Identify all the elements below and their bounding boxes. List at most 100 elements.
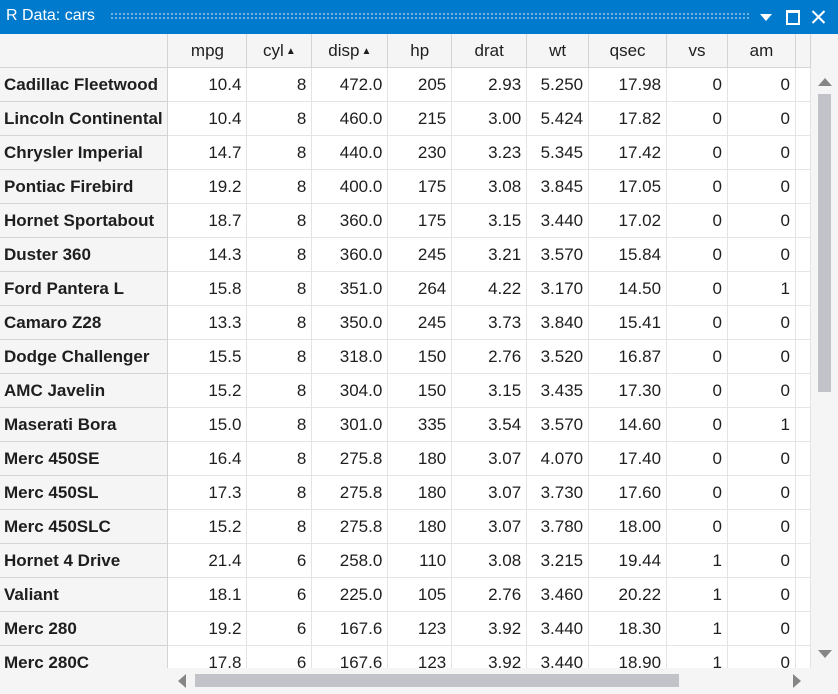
cell-wt[interactable]: 3.845 <box>526 169 590 204</box>
row-name[interactable]: Hornet 4 Drive <box>0 543 169 578</box>
cell-cyl[interactable]: 6 <box>246 577 313 612</box>
table-row[interactable]: Lincoln Continental 10.4 8 460.0 215 3.00 5.42… <box>0 101 811 136</box>
cell-disp[interactable]: 472.0 <box>311 67 389 102</box>
cell-vs[interactable]: 1 <box>666 645 728 668</box>
cell-drat[interactable]: 3.23 <box>451 135 528 170</box>
cell-am[interactable]: 0 <box>727 237 796 272</box>
cell-disp[interactable]: 440.0 <box>311 135 389 170</box>
row-name[interactable]: Dodge Challenger <box>0 339 169 374</box>
cell-cyl[interactable]: 8 <box>246 135 313 170</box>
cell-qsec[interactable]: 17.98 <box>588 67 668 102</box>
table-row[interactable]: Valiant 18.1 6 225.0 105 2.76 3.460 20.22 1 0 <box>0 577 811 612</box>
cell-drat[interactable]: 4.22 <box>451 271 528 306</box>
cell-hp[interactable]: 180 <box>387 509 453 544</box>
cell-disp[interactable]: 318.0 <box>311 339 389 374</box>
drag-grip[interactable] <box>110 12 750 21</box>
vertical-scroll-thumb[interactable] <box>818 94 831 392</box>
row-name[interactable]: AMC Javelin <box>0 373 169 408</box>
cell-disp[interactable]: 350.0 <box>311 305 389 340</box>
row-name[interactable]: Camaro Z28 <box>0 305 169 340</box>
cell-cyl[interactable]: 8 <box>246 237 313 272</box>
cell-vs[interactable]: 0 <box>666 305 728 340</box>
cell-qsec[interactable]: 17.40 <box>588 441 668 476</box>
cell-hp[interactable]: 123 <box>387 611 453 646</box>
cell-drat[interactable]: 3.92 <box>451 645 528 668</box>
cell-vs[interactable]: 0 <box>666 237 728 272</box>
cell-vs[interactable]: 1 <box>666 577 728 612</box>
cell-cyl[interactable]: 8 <box>246 373 313 408</box>
row-name[interactable]: Chrysler Imperial <box>0 135 169 170</box>
table-row[interactable]: Chrysler Imperial 14.7 8 440.0 230 3.23 5.345 1… <box>0 135 811 170</box>
cell-mpg[interactable]: 19.2 <box>167 169 248 204</box>
cell-drat[interactable]: 3.07 <box>451 475 528 510</box>
cell-am[interactable]: 0 <box>727 339 796 374</box>
vertical-scrollbar[interactable] <box>811 68 838 668</box>
cell-disp[interactable]: 400.0 <box>311 169 389 204</box>
cell-am[interactable]: 0 <box>727 611 796 646</box>
cell-wt[interactable]: 3.840 <box>526 305 590 340</box>
row-name[interactable]: Duster 360 <box>0 237 169 272</box>
cell-cyl[interactable]: 8 <box>246 407 313 442</box>
cell-hp[interactable]: 264 <box>387 271 453 306</box>
row-name[interactable]: Maserati Bora <box>0 407 169 442</box>
cell-am[interactable]: 1 <box>727 407 796 442</box>
cell-qsec[interactable]: 18.90 <box>588 645 668 668</box>
cell-am[interactable]: 0 <box>727 577 796 612</box>
cell-wt[interactable]: 3.215 <box>526 543 590 578</box>
cell-drat[interactable]: 3.15 <box>451 373 528 408</box>
column-header-disp[interactable]: disp ▲ <box>311 34 389 68</box>
cell-am[interactable]: 0 <box>727 203 796 238</box>
cell-drat[interactable]: 3.08 <box>451 169 528 204</box>
row-name[interactable]: Valiant <box>0 577 169 612</box>
cell-cyl[interactable]: 8 <box>246 509 313 544</box>
cell-drat[interactable]: 3.54 <box>451 407 528 442</box>
table-row[interactable]: Hornet Sportabout 18.7 8 360.0 175 3.15 3.440 1… <box>0 203 811 238</box>
table-row[interactable]: Dodge Challenger 15.5 8 318.0 150 2.76 3.520 16… <box>0 339 811 374</box>
scroll-right-icon[interactable] <box>793 674 801 688</box>
cell-am[interactable]: 0 <box>727 441 796 476</box>
cell-hp[interactable]: 175 <box>387 169 453 204</box>
cell-qsec[interactable]: 17.30 <box>588 373 668 408</box>
cell-wt[interactable]: 3.570 <box>526 407 590 442</box>
column-header-qsec[interactable]: qsec <box>588 34 668 68</box>
row-name[interactable]: Lincoln Continental <box>0 101 169 136</box>
cell-drat[interactable]: 2.76 <box>451 339 528 374</box>
cell-hp[interactable]: 180 <box>387 475 453 510</box>
cell-hp[interactable]: 205 <box>387 67 453 102</box>
cell-drat[interactable]: 3.07 <box>451 509 528 544</box>
cell-drat[interactable]: 2.93 <box>451 67 528 102</box>
cell-qsec[interactable]: 15.41 <box>588 305 668 340</box>
row-name[interactable]: Hornet Sportabout <box>0 203 169 238</box>
table-row[interactable]: Merc 280C 17.8 6 167.6 123 3.92 3.440 18.90 1 0 <box>0 645 811 668</box>
cell-cyl[interactable]: 8 <box>246 67 313 102</box>
cell-mpg[interactable]: 17.3 <box>167 475 248 510</box>
table-row[interactable]: Maserati Bora 15.0 8 301.0 335 3.54 3.570 14.60… <box>0 407 811 442</box>
column-header-wt[interactable]: wt <box>526 34 590 68</box>
cell-qsec[interactable]: 15.84 <box>588 237 668 272</box>
cell-qsec[interactable]: 17.02 <box>588 203 668 238</box>
row-name[interactable]: Merc 280C <box>0 645 169 668</box>
scroll-up-icon[interactable] <box>818 78 832 86</box>
cell-mpg[interactable]: 14.3 <box>167 237 248 272</box>
cell-wt[interactable]: 3.460 <box>526 577 590 612</box>
table-row[interactable]: Merc 280 19.2 6 167.6 123 3.92 3.440 18.30 1 0 <box>0 611 811 646</box>
cell-hp[interactable]: 335 <box>387 407 453 442</box>
cell-wt[interactable]: 3.780 <box>526 509 590 544</box>
cell-disp[interactable]: 225.0 <box>311 577 389 612</box>
cell-qsec[interactable]: 19.44 <box>588 543 668 578</box>
cell-hp[interactable]: 215 <box>387 101 453 136</box>
cell-vs[interactable]: 0 <box>666 203 728 238</box>
cell-disp[interactable]: 304.0 <box>311 373 389 408</box>
cell-hp[interactable]: 245 <box>387 237 453 272</box>
cell-qsec[interactable]: 18.00 <box>588 509 668 544</box>
cell-cyl[interactable]: 8 <box>246 169 313 204</box>
cell-vs[interactable]: 0 <box>666 509 728 544</box>
cell-drat[interactable]: 3.21 <box>451 237 528 272</box>
horizontal-scroll-thumb[interactable] <box>195 674 679 687</box>
cell-wt[interactable]: 5.345 <box>526 135 590 170</box>
table-row[interactable]: Hornet 4 Drive 21.4 6 258.0 110 3.08 3.215 19.4… <box>0 543 811 578</box>
cell-hp[interactable]: 180 <box>387 441 453 476</box>
cell-disp[interactable]: 275.8 <box>311 509 389 544</box>
cell-hp[interactable]: 230 <box>387 135 453 170</box>
cell-hp[interactable]: 150 <box>387 373 453 408</box>
